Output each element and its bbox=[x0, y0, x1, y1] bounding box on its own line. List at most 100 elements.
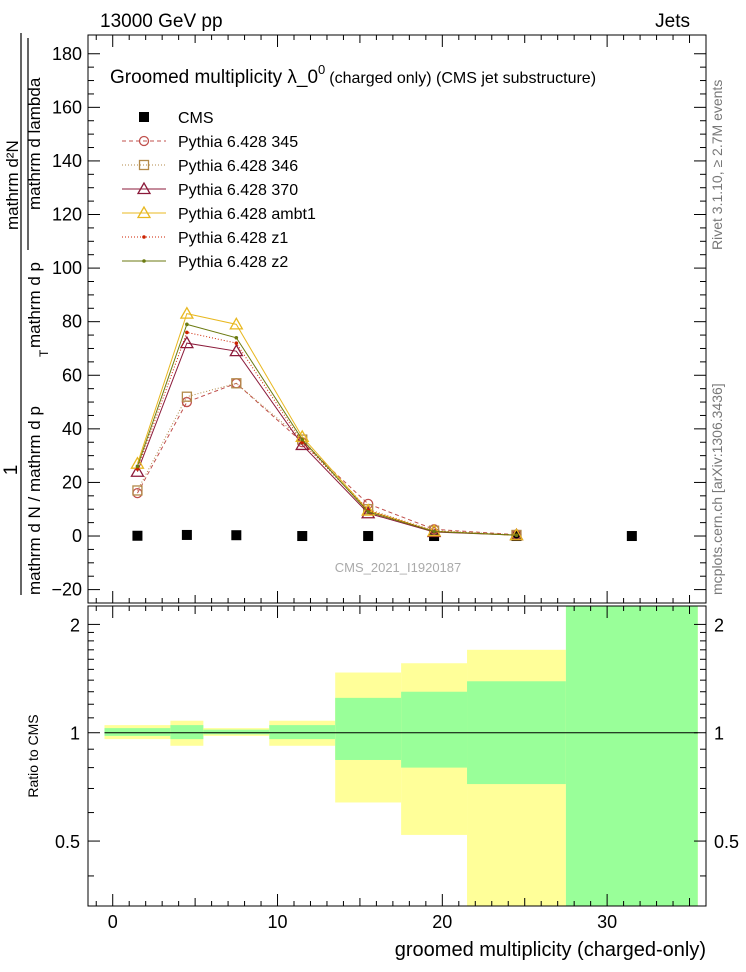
legend-label: Pythia 6.428 ambt1 bbox=[178, 206, 316, 223]
data-point-square bbox=[139, 112, 149, 122]
y-tick-label: 20 bbox=[62, 472, 82, 492]
data-point-square bbox=[231, 530, 242, 541]
data-point-triangle bbox=[179, 306, 195, 319]
data-point-triangle bbox=[179, 335, 195, 349]
data-point-dot bbox=[300, 437, 305, 442]
ratio-y-axis-label: Ratio to CMS bbox=[25, 714, 41, 797]
y-label-den-sub: T bbox=[37, 349, 51, 357]
data-point-triangle bbox=[136, 181, 152, 195]
y-tick-label: 140 bbox=[52, 151, 82, 171]
data-point-triangle bbox=[229, 343, 244, 357]
x-axis-label: groomed multiplicity (charged-only) bbox=[395, 939, 706, 961]
y-label-den-1: mathrm d N / mathrm d p bbox=[25, 406, 44, 595]
legend: CMS Pythia 6.428 345 Pythia 6.428 346 Pythi… bbox=[122, 110, 316, 271]
main-grid-ticks: −20 0 20 40 60 80 100 120 140 160 180 bbox=[51, 35, 706, 603]
ratio-panel: 0.5 0.51 12 20 10 20 30 bbox=[55, 605, 739, 932]
data-point-dot bbox=[185, 330, 189, 335]
main-title-text: Groomed multiplicity λ_00(charged only) … bbox=[110, 62, 596, 88]
series-line bbox=[136, 342, 517, 536]
rivet-version-label: Rivet 3.1.10, ≥ 2.7M events bbox=[709, 80, 725, 250]
legend-label: Pythia 6.428 z1 bbox=[178, 230, 288, 247]
y-tick-label: 120 bbox=[52, 205, 82, 225]
watermark: CMS_2021_I1920187 bbox=[335, 560, 462, 575]
ratio-y-tick-label-right: 2 bbox=[714, 615, 724, 635]
data-point-dot bbox=[234, 335, 239, 340]
series-line bbox=[137, 382, 517, 536]
series-pythia-6-428-345 bbox=[132, 378, 522, 540]
series-cms bbox=[132, 529, 637, 542]
data-point-dot bbox=[185, 322, 189, 327]
y-tick-label: 0 bbox=[72, 526, 82, 546]
y-tick-label: 180 bbox=[52, 44, 82, 64]
ratio-bands bbox=[104, 606, 698, 906]
legend-label: Pythia 6.428 370 bbox=[178, 182, 298, 199]
data-point-square bbox=[363, 531, 374, 542]
main-title: Groomed multiplicity λ_00(charged only) … bbox=[110, 62, 596, 88]
data-point-square bbox=[626, 531, 637, 542]
ratio-ticks: 0.5 0.51 12 20 10 20 30 bbox=[55, 606, 739, 932]
y-tick-label: 100 bbox=[52, 258, 82, 278]
x-tick-label: 30 bbox=[597, 912, 617, 932]
data-point-dot bbox=[366, 510, 370, 514]
data-point-dot bbox=[142, 259, 146, 263]
ratio-y-tick-label: 1 bbox=[70, 724, 80, 744]
ratio-band-green bbox=[104, 728, 171, 736]
data-point-square bbox=[132, 530, 143, 541]
y-label-den-3: mathrm d lambda bbox=[25, 77, 44, 210]
header-jets-label: Jets bbox=[655, 11, 690, 32]
ratio-y-tick-label-right: 1 bbox=[714, 724, 724, 744]
main-series bbox=[130, 306, 637, 542]
data-point-triangle bbox=[361, 503, 376, 516]
data-point-dot bbox=[234, 341, 239, 345]
ratio-y-tick-label: 2 bbox=[70, 615, 80, 635]
data-point-dot bbox=[135, 464, 140, 469]
main-y-axis-label: 1 mathrm d N / mathrm d p T mathrm d p m… bbox=[1, 33, 51, 595]
ratio-panel-frame bbox=[87, 605, 707, 907]
ratio-y-tick-label-right: 0.5 bbox=[714, 832, 739, 852]
ratio-band-green bbox=[170, 725, 204, 740]
main-panel: −20 0 20 40 60 80 100 120 140 160 180 Groomed mult… bbox=[51, 34, 707, 604]
data-point-square bbox=[297, 531, 308, 542]
y-tick-label: 160 bbox=[52, 97, 82, 117]
y-label-one: 1 bbox=[1, 465, 22, 476]
ratio-band-green bbox=[401, 691, 468, 768]
y-label-num: mathrm d²N bbox=[3, 140, 22, 230]
y-tick-label: 80 bbox=[62, 312, 82, 332]
data-point-dot bbox=[135, 467, 140, 471]
ratio-band-green bbox=[565, 606, 698, 906]
series-pythia-6-428-z2 bbox=[135, 322, 519, 538]
header-energy-label: 13000 GeV pp bbox=[100, 11, 223, 32]
series-line bbox=[136, 331, 517, 536]
data-point-triangle bbox=[295, 437, 310, 451]
data-point-triangle bbox=[229, 317, 244, 330]
y-label-den-2: mathrm d p bbox=[25, 262, 44, 348]
data-point-dot bbox=[514, 533, 519, 538]
ratio-band-green bbox=[203, 729, 270, 735]
series-line bbox=[136, 313, 517, 536]
data-point-dot bbox=[432, 529, 436, 534]
data-point-square-open bbox=[138, 159, 150, 171]
x-tick-label: 20 bbox=[432, 912, 452, 932]
y-tick-label: 60 bbox=[62, 365, 82, 385]
data-point-square bbox=[181, 529, 192, 540]
x-tick-label: 0 bbox=[108, 912, 118, 932]
data-point-circle bbox=[138, 135, 150, 147]
series-line bbox=[136, 382, 517, 536]
data-point-dot bbox=[300, 440, 305, 445]
legend-label: Pythia 6.428 346 bbox=[178, 158, 298, 175]
data-point-triangle bbox=[136, 205, 152, 219]
ratio-y-tick-label: 0.5 bbox=[55, 832, 80, 852]
main-panel-frame bbox=[87, 34, 707, 604]
legend-label: Pythia 6.428 345 bbox=[178, 134, 298, 151]
data-point-square-open bbox=[132, 485, 143, 496]
series-pythia-6-428-z1 bbox=[135, 330, 519, 538]
data-point-triangle bbox=[509, 527, 524, 541]
data-point-triangle bbox=[130, 464, 145, 477]
data-point-dot bbox=[142, 235, 146, 239]
ratio-band-green bbox=[335, 697, 402, 760]
ratio-band-green bbox=[269, 725, 336, 740]
series-line bbox=[136, 323, 517, 536]
legend-label: CMS bbox=[178, 110, 214, 127]
y-tick-label: −20 bbox=[51, 580, 82, 600]
